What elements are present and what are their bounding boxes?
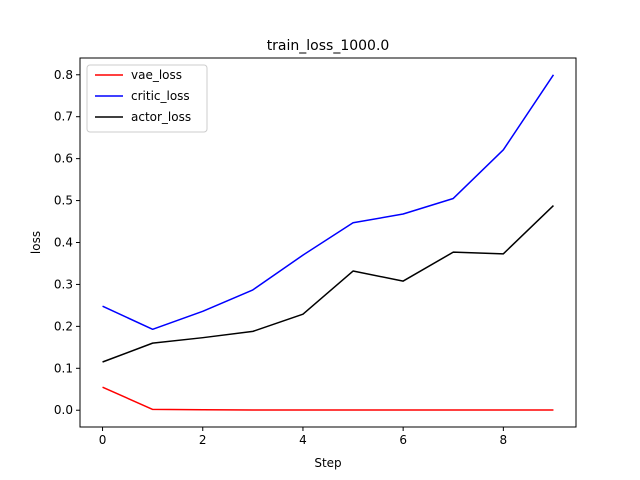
y-tick-label: 0.0	[54, 403, 73, 417]
series-line-critic-loss	[102, 74, 555, 331]
plot-area: 0 2 4 6 8 0.0 0.1 0.2 0.3 0.4 0.5 0.6 0.7 0.8	[54, 68, 555, 447]
y-tick-label: 0.5	[54, 194, 73, 208]
legend-label: critic_loss	[131, 89, 190, 103]
y-tick-label: 0.8	[54, 68, 73, 82]
y-tick-label: 0.4	[54, 236, 73, 250]
legend-box	[86, 64, 208, 133]
y-tick-label: 0.7	[54, 110, 73, 124]
legend-label: vae_loss	[131, 68, 182, 82]
chart-title: train_loss_1000.0	[267, 38, 390, 54]
plot-frame	[79, 57, 577, 428]
x-tick-label: 6	[399, 433, 407, 447]
x-tick-label: 8	[500, 433, 508, 447]
x-tick-label: 4	[299, 433, 307, 447]
series-line-vae-loss	[102, 386, 554, 411]
legend: vae_loss critic_loss actor_loss	[86, 64, 208, 133]
x-axis-title: Step	[314, 456, 341, 470]
series-line-actor-loss	[102, 205, 554, 363]
y-tick-label: 0.2	[54, 319, 73, 333]
x-tick-label: 0	[99, 433, 107, 447]
x-tick-label: 2	[199, 433, 207, 447]
legend-label: actor_loss	[131, 110, 191, 124]
y-tick-label: 0.6	[54, 152, 73, 166]
y-tick-label: 0.3	[54, 277, 73, 291]
y-tick-label: 0.1	[54, 361, 73, 375]
y-axis-title: loss	[29, 231, 43, 254]
